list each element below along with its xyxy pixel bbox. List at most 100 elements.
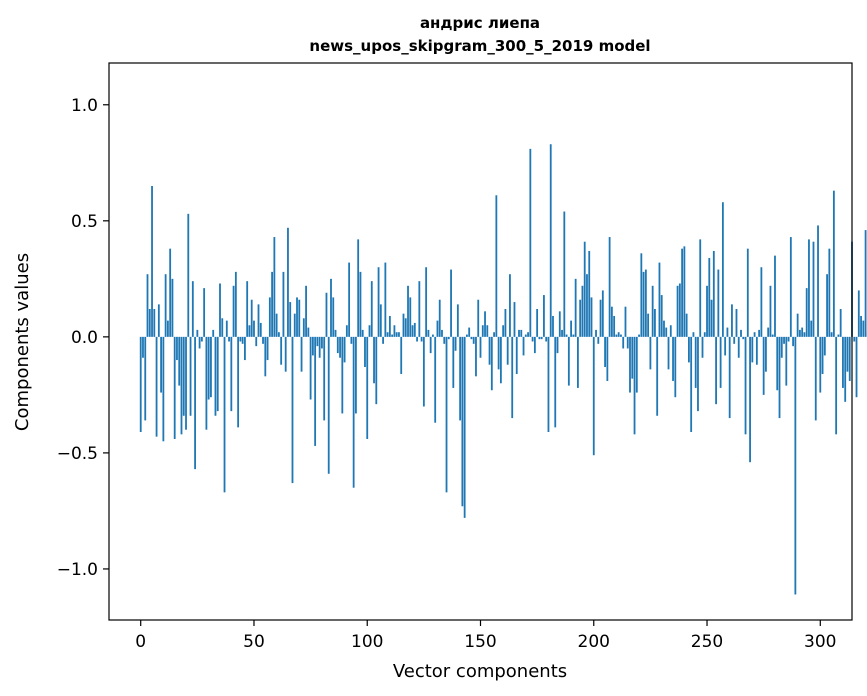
- bar: [377, 267, 380, 337]
- bar: [624, 306, 627, 337]
- bar: [200, 336, 203, 342]
- bar: [656, 336, 659, 416]
- y-axis-label: Components values: [12, 253, 33, 431]
- bar: [271, 271, 273, 337]
- bar: [785, 336, 788, 386]
- bar: [407, 285, 409, 337]
- bar: [463, 336, 466, 518]
- bar: [660, 295, 663, 337]
- bar: [599, 299, 602, 337]
- bar: [839, 309, 842, 337]
- bar: [293, 313, 296, 337]
- x-axis: 0 50 100 150 200 250 300: [135, 620, 837, 652]
- bar: [398, 332, 400, 337]
- bar: [307, 327, 310, 337]
- bar: [610, 306, 613, 337]
- bar: [604, 336, 606, 368]
- bar: [275, 313, 278, 337]
- bar: [404, 318, 407, 337]
- bar: [250, 299, 253, 337]
- bar: [468, 327, 471, 337]
- bar: [803, 332, 806, 337]
- bar: [792, 336, 795, 347]
- bar: [499, 336, 502, 384]
- bar: [479, 336, 482, 358]
- chart-title: андрис лиепа: [420, 14, 540, 32]
- bar: [475, 336, 477, 377]
- bar: [230, 336, 233, 412]
- bar: [171, 278, 174, 337]
- bar: [685, 313, 688, 337]
- bar: [144, 336, 147, 421]
- bar: [314, 336, 317, 446]
- bar: [178, 336, 181, 386]
- bar: [631, 336, 634, 379]
- bar: [765, 336, 767, 372]
- bar: [597, 336, 600, 344]
- bar: [472, 336, 475, 344]
- bar: [162, 336, 165, 442]
- bar: [359, 271, 362, 337]
- bar: [821, 336, 824, 374]
- bar: [506, 336, 509, 365]
- bar: [382, 336, 384, 344]
- bar: [574, 278, 577, 337]
- bar: [746, 248, 749, 337]
- bar: [298, 299, 301, 337]
- bar: [846, 336, 849, 372]
- bar: [185, 336, 187, 430]
- bar: [810, 320, 813, 337]
- bar: [842, 336, 844, 388]
- y-tick-label: 0.0: [71, 328, 98, 348]
- bar: [327, 336, 330, 474]
- x-axis-label: Vector components: [393, 661, 567, 682]
- bar: [717, 269, 720, 337]
- bar: [212, 329, 215, 337]
- bar: [379, 304, 382, 337]
- bar: [622, 336, 625, 349]
- bar: [794, 336, 797, 595]
- bar: [203, 288, 206, 337]
- bar: [289, 302, 292, 337]
- bar: [617, 332, 620, 337]
- bar: [780, 336, 783, 358]
- bar: [228, 336, 230, 342]
- bar: [318, 336, 321, 358]
- bar: [434, 336, 437, 423]
- bar: [196, 329, 199, 337]
- bar: [266, 336, 269, 361]
- bar: [151, 186, 153, 337]
- bar: [311, 336, 314, 356]
- bar: [237, 336, 240, 428]
- bar: [592, 336, 595, 456]
- bar: [361, 329, 364, 337]
- bar: [515, 336, 518, 374]
- bar: [832, 190, 835, 337]
- y-axis: 1.0 0.5 0.0 −0.5 −1.0: [57, 96, 109, 580]
- bar: [180, 336, 183, 435]
- bar: [409, 297, 412, 337]
- bar: [302, 318, 305, 337]
- bar: [719, 336, 722, 388]
- bar: [395, 332, 398, 337]
- bar: [798, 329, 801, 337]
- bar: [688, 336, 690, 363]
- bar: [543, 295, 545, 337]
- bar: [787, 336, 790, 342]
- bar: [323, 336, 326, 421]
- bar: [277, 332, 280, 337]
- bar: [828, 248, 831, 337]
- bar: [853, 336, 856, 342]
- bar: [567, 336, 570, 386]
- bar: [255, 336, 258, 347]
- bar: [373, 336, 375, 384]
- bar: [364, 336, 366, 368]
- bar: [549, 144, 552, 337]
- bar: [443, 336, 446, 344]
- bar: [654, 309, 656, 337]
- bar: [456, 304, 459, 337]
- bar: [169, 248, 172, 337]
- bar: [287, 227, 289, 337]
- bar: [139, 336, 142, 433]
